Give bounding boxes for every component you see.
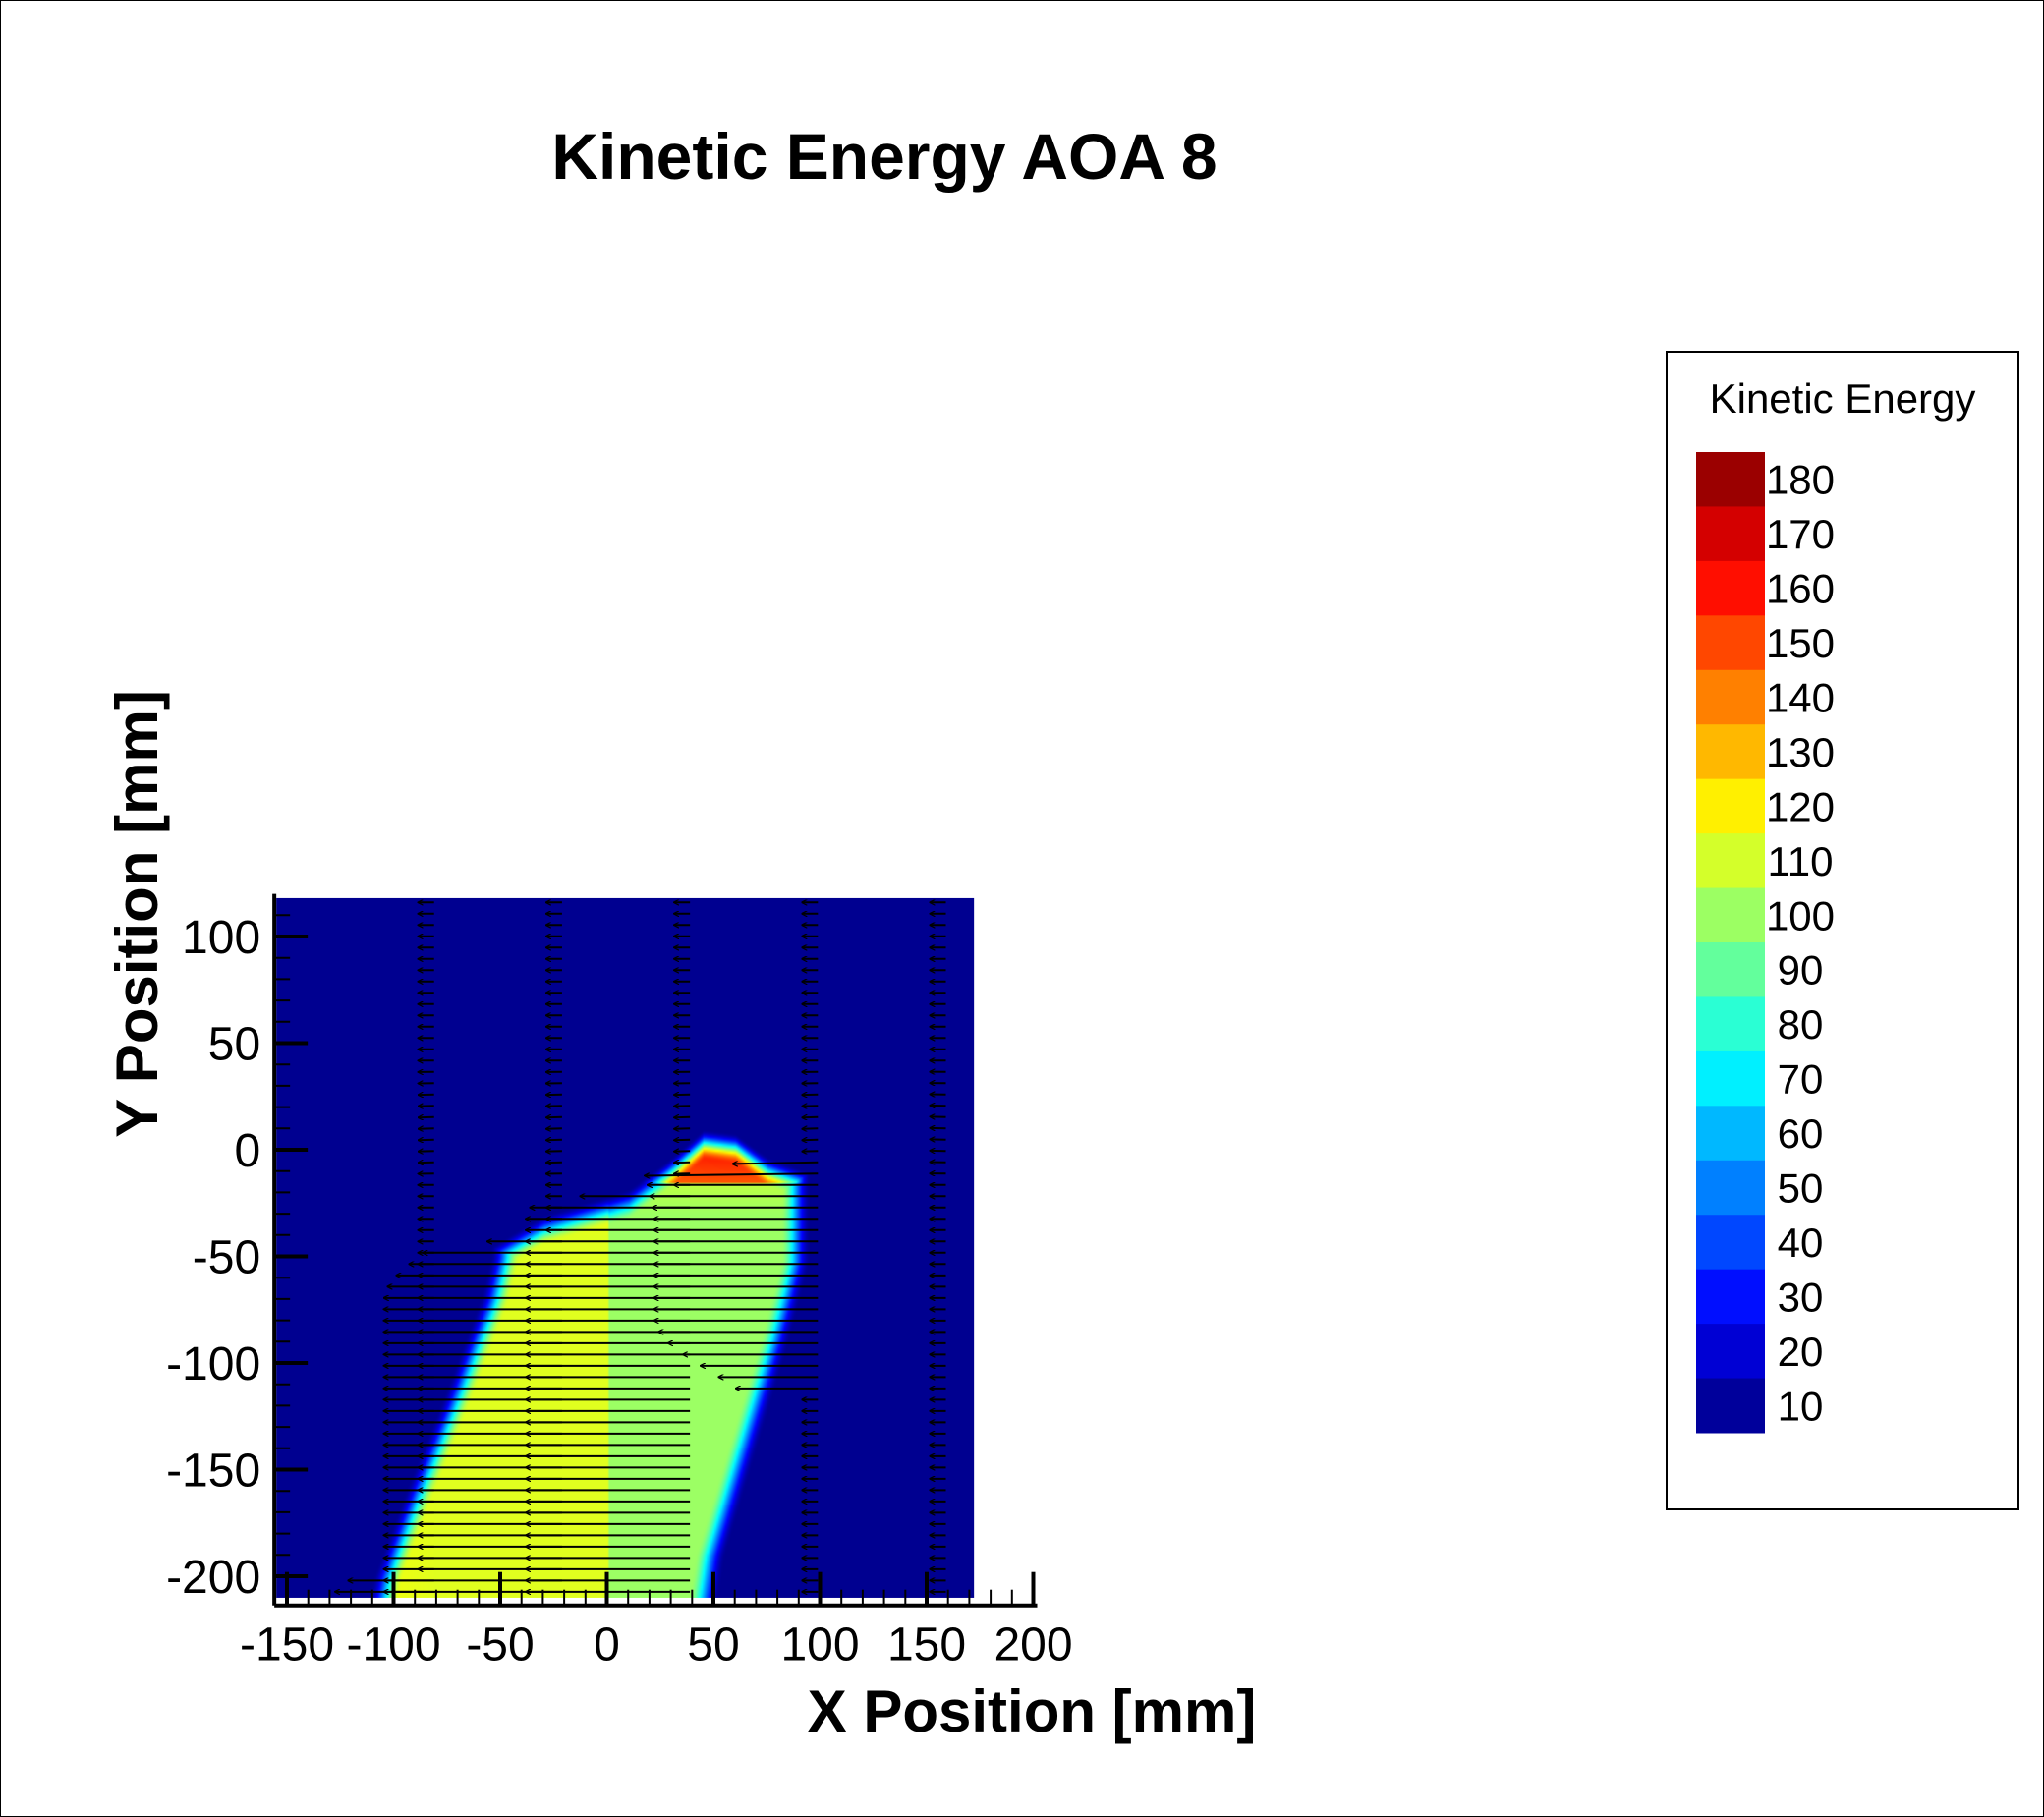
- legend-label: 100: [1766, 892, 1835, 938]
- legend-color-band: [1696, 615, 1765, 671]
- kinetic-energy-heatmap: [276, 897, 975, 1598]
- legend-label: 70: [1778, 1056, 1824, 1103]
- legend-label: 60: [1778, 1110, 1824, 1157]
- x-axis-label: X Position [mm]: [808, 1678, 1257, 1744]
- x-tick-label: -150: [240, 1619, 334, 1672]
- legend-color-band: [1696, 996, 1765, 1052]
- x-tick-label: 100: [780, 1619, 859, 1672]
- velocity-vector-field: [335, 902, 946, 1592]
- y-tick-label: 50: [208, 1019, 260, 1071]
- legend-label: 180: [1766, 457, 1835, 503]
- legend-color-band: [1696, 560, 1765, 616]
- x-axis-ticks: -150 -100 -50 0 50 100 150 200: [240, 1571, 1073, 1672]
- legend-labels: 180 170 160 150 140 130 120 110 100 90 80 70 60 50 40 3…: [1766, 457, 1835, 1430]
- legend-label: 150: [1766, 620, 1835, 666]
- x-tick-label: -100: [346, 1619, 440, 1672]
- legend-color-band: [1696, 1160, 1765, 1216]
- legend-colorbar: [1696, 452, 1765, 1434]
- legend-label: 90: [1778, 947, 1824, 994]
- legend-label: 50: [1778, 1165, 1824, 1212]
- x-tick-label: -50: [466, 1619, 534, 1672]
- legend-label: 140: [1766, 675, 1835, 721]
- legend-color-band: [1696, 1050, 1765, 1107]
- velocity-arrow: [733, 1163, 819, 1164]
- legend-color-band: [1696, 1378, 1765, 1434]
- chart-title: Kinetic Energy AOA 8: [551, 120, 1217, 193]
- legend-label: 170: [1766, 511, 1835, 557]
- y-tick-label: -50: [193, 1232, 260, 1284]
- legend-color-band: [1696, 1215, 1765, 1271]
- legend-title: Kinetic Energy: [1710, 375, 1976, 422]
- x-tick-label: 150: [887, 1619, 966, 1672]
- legend-color-band: [1696, 1324, 1765, 1380]
- legend-color-band: [1696, 724, 1765, 780]
- legend-label: 110: [1768, 838, 1834, 884]
- y-tick-label: -100: [166, 1338, 260, 1391]
- legend-color-band: [1696, 1106, 1765, 1162]
- y-tick-label: -150: [166, 1446, 260, 1498]
- legend-color-band: [1696, 833, 1765, 889]
- legend-label: 40: [1778, 1220, 1824, 1266]
- legend-color-band: [1696, 887, 1765, 943]
- legend-label: 20: [1778, 1329, 1824, 1375]
- legend: Kinetic Energy 1801701601501401301201101…: [1666, 351, 2019, 1510]
- x-tick-label: 50: [687, 1619, 739, 1672]
- legend-label: 10: [1778, 1383, 1824, 1429]
- plot-area: [276, 897, 975, 1598]
- legend-label: 80: [1778, 1001, 1824, 1048]
- y-tick-label: -200: [166, 1552, 260, 1604]
- x-tick-label: 0: [594, 1619, 620, 1672]
- legend-label: 120: [1766, 783, 1835, 829]
- legend-color-band: [1696, 778, 1765, 834]
- legend-color-band: [1696, 942, 1765, 997]
- y-tick-label: 0: [234, 1125, 260, 1177]
- legend-label: 160: [1766, 566, 1835, 612]
- x-tick-label: 200: [994, 1619, 1072, 1672]
- legend-color-band: [1696, 506, 1765, 562]
- legend-color-band: [1696, 1269, 1765, 1325]
- y-tick-label: 100: [182, 912, 260, 964]
- y-axis-ticks: 100 50 0 -50 -100 -150 -200: [166, 912, 309, 1604]
- legend-color-band: [1696, 452, 1765, 507]
- legend-label: 30: [1778, 1274, 1824, 1320]
- y-axis-label: Y Position [mm]: [104, 690, 170, 1138]
- axes: [272, 893, 1038, 1608]
- legend-label: 130: [1766, 729, 1835, 775]
- legend-color-band: [1696, 669, 1765, 725]
